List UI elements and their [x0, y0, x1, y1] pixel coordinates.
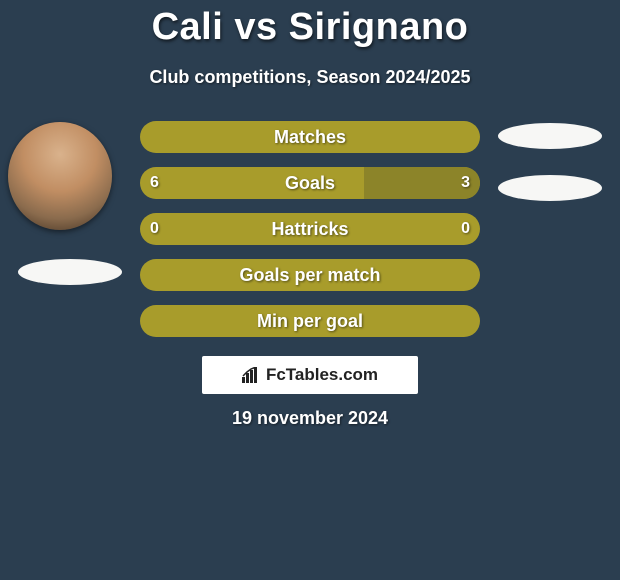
- stat-row: 63Goals: [140, 167, 480, 199]
- stat-label: Goals per match: [140, 259, 480, 291]
- placeholder-oval-right-1: [498, 123, 602, 149]
- stat-row: Goals per match: [140, 259, 480, 291]
- placeholder-oval-right-2: [498, 175, 602, 201]
- stat-label: Goals: [140, 167, 480, 199]
- chart-icon: [242, 367, 260, 383]
- page-title: Cali vs Sirignano: [0, 0, 620, 49]
- placeholder-oval-left: [18, 259, 122, 285]
- stat-label: Min per goal: [140, 305, 480, 337]
- stat-label: Matches: [140, 121, 480, 153]
- stat-row: Min per goal: [140, 305, 480, 337]
- brand-badge: FcTables.com: [202, 356, 418, 394]
- player-left-avatar: [8, 122, 112, 230]
- snapshot-date: 19 november 2024: [0, 408, 620, 429]
- stats-container: Matches 63Goals 00Hattricks Goals per match…: [140, 121, 480, 351]
- page-subtitle: Club competitions, Season 2024/2025: [0, 67, 620, 88]
- stat-label: Hattricks: [140, 213, 480, 245]
- stat-row: Matches: [140, 121, 480, 153]
- brand-text: FcTables.com: [266, 365, 378, 384]
- stat-row: 00Hattricks: [140, 213, 480, 245]
